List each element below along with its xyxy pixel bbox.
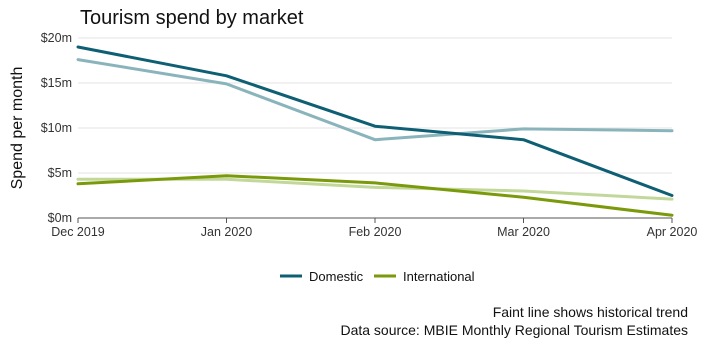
trend-note: Faint line shows historical trend [492,304,688,320]
y-axis-label: Spend per month [9,67,26,190]
y-tick-label: $20m [41,31,72,45]
legend-label: Domestic [309,269,364,284]
x-tick-label: Dec 2019 [51,225,105,239]
y-tick-label: $15m [41,76,72,90]
legend: Domestic International [280,269,475,284]
x-tick-label: Mar 2020 [497,225,550,239]
series-lines [76,45,674,217]
chart: Tourism spend by market $0m $5m $10m $15m $2… [9,7,697,284]
x-tick-label: Apr 2020 [647,225,698,239]
y-tick-label: $5m [48,166,72,180]
chart-title: Tourism spend by market [80,7,304,29]
source-note: Data source: MBIE Monthly Regional Touri… [340,322,688,338]
x-tick-label: Feb 2020 [349,225,402,239]
series-line-domestic [76,45,674,197]
series-line-international [76,174,674,217]
x-axis: Dec 2019 Jan 2020 Feb 2020 Mar 2020 Apr 2020 [51,218,697,239]
y-axis: $0m $5m $10m $15m $20m [41,31,72,225]
trend-line [76,58,674,142]
y-tick-label: $10m [41,121,72,135]
y-tick-label: $0m [48,211,72,225]
x-tick-label: Jan 2020 [201,225,252,239]
grid [78,37,672,219]
legend-label: International [403,269,475,284]
